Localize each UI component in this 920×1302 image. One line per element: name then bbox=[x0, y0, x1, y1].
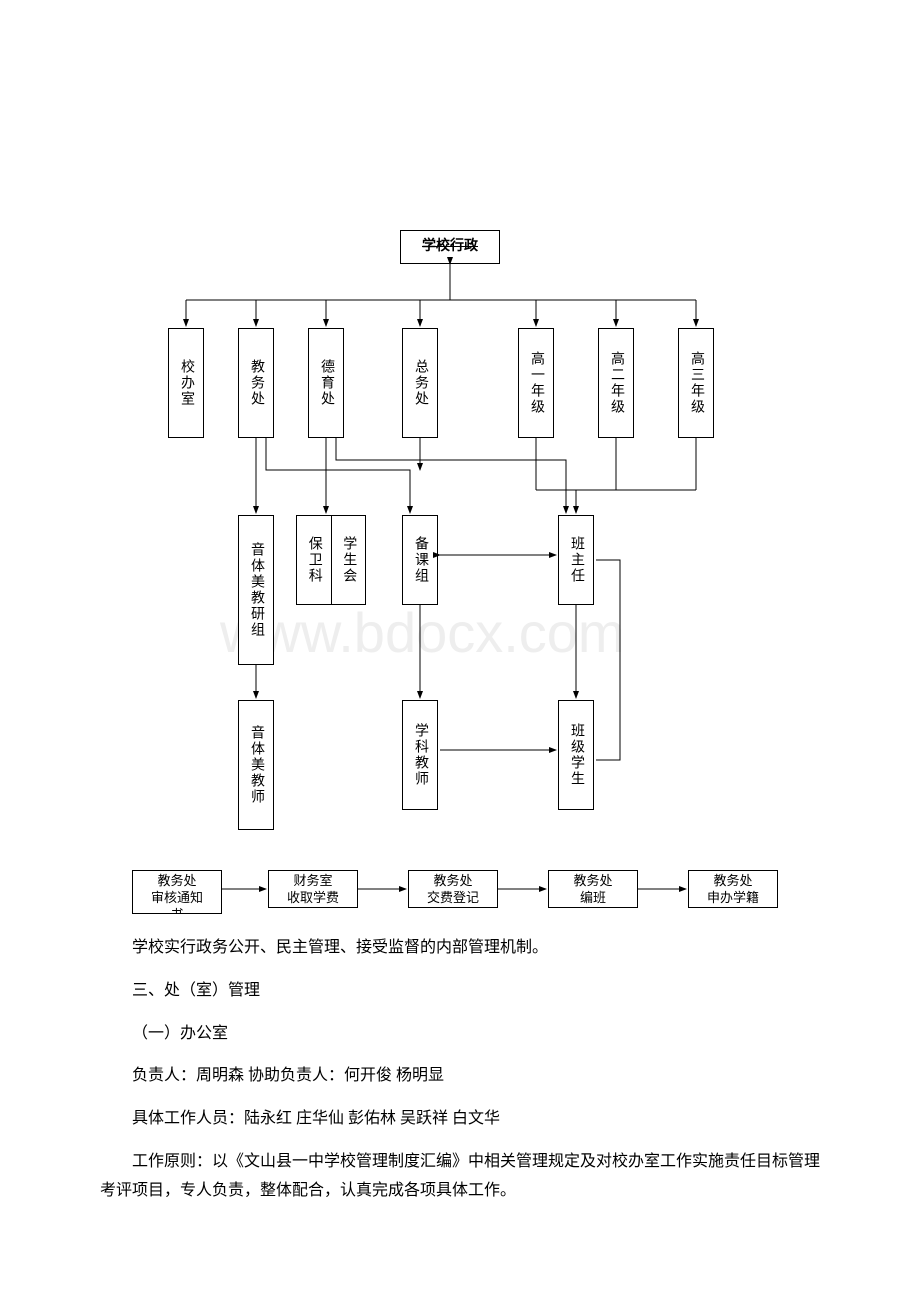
flow-2: 财务室 收取学费 bbox=[268, 870, 358, 908]
flow-3-l2: 交费登记 bbox=[413, 890, 493, 907]
node-g1: 高一年级 bbox=[518, 328, 554, 438]
label-bjxs: 班级学生 bbox=[566, 723, 586, 787]
node-xkjs: 学科教师 bbox=[402, 700, 438, 810]
label-xbs: 校办室 bbox=[176, 359, 196, 407]
para-1: 学校实行政务公开、民主管理、接受监督的内部管理机制。 bbox=[100, 934, 820, 963]
watermark: www.bdocx.com bbox=[220, 600, 625, 665]
node-bwk-xsh: 保卫科 学生会 bbox=[296, 515, 366, 605]
para-3: （一）办公室 bbox=[100, 1020, 820, 1049]
node-ytmjs: 音体美教师 bbox=[238, 700, 274, 830]
flow-5-l2: 申办学籍 bbox=[693, 890, 773, 907]
flow-2-l1: 财务室 bbox=[273, 873, 353, 890]
label-bwk: 保卫科 bbox=[304, 536, 324, 584]
flow-5: 教务处 申办学籍 bbox=[688, 870, 778, 908]
node-bjxs: 班级学生 bbox=[558, 700, 594, 810]
node-xbs: 校办室 bbox=[168, 328, 204, 438]
flow-1-l3: 书 bbox=[137, 907, 217, 914]
flow-3: 教务处 交费登记 bbox=[408, 870, 498, 908]
body-text: 学校实行政务公开、民主管理、接受监督的内部管理机制。 三、处（室）管理 （一）办… bbox=[0, 910, 920, 1260]
flow-4: 教务处 编班 bbox=[548, 870, 638, 908]
flow-1-l1: 教务处 bbox=[137, 873, 217, 890]
label-ytm: 音体美教研组 bbox=[246, 542, 266, 638]
para-5: 具体工作人员：陆永红 庄华仙 彭佑林 吴跃祥 白文华 bbox=[100, 1105, 820, 1134]
flow-5-l1: 教务处 bbox=[693, 873, 773, 890]
flow-4-l2: 编班 bbox=[553, 890, 633, 907]
label-jwc: 教务处 bbox=[246, 359, 266, 407]
node-g3: 高三年级 bbox=[678, 328, 714, 438]
flow-1-l2: 审核通知 bbox=[137, 890, 217, 907]
para-2: 三、处（室）管理 bbox=[100, 977, 820, 1006]
label-g1: 高一年级 bbox=[526, 351, 546, 415]
node-ytm: 音体美教研组 bbox=[238, 515, 274, 665]
label-bzr: 班主任 bbox=[566, 536, 586, 584]
label-xsh: 学生会 bbox=[338, 536, 358, 584]
label-zwc: 总务处 bbox=[410, 359, 430, 407]
node-g2: 高二年级 bbox=[598, 328, 634, 438]
flow-1: 教务处 审核通知 书 bbox=[132, 870, 222, 914]
label-bkz: 备课组 bbox=[410, 536, 430, 584]
node-jwc: 教务处 bbox=[238, 328, 274, 438]
para-6: 工作原则：以《文山县一中学校管理制度汇编》中相关管理规定及对校办室工作实施责任目… bbox=[100, 1148, 820, 1206]
flow-4-l1: 教务处 bbox=[553, 873, 633, 890]
label-xkjs: 学科教师 bbox=[410, 723, 430, 787]
flow-2-l2: 收取学费 bbox=[273, 890, 353, 907]
flow-3-l1: 教务处 bbox=[413, 873, 493, 890]
node-dyc: 德育处 bbox=[308, 328, 344, 438]
label-ytmjs: 音体美教师 bbox=[246, 725, 266, 805]
label-g3: 高三年级 bbox=[686, 351, 706, 415]
root-label: 学校行政 bbox=[422, 239, 478, 256]
para-4: 负责人：周明森 协助负责人：何开俊 杨明显 bbox=[100, 1062, 820, 1091]
node-zwc: 总务处 bbox=[402, 328, 438, 438]
org-chart: www.bdocx.com 学校行政 校办室 教务处 德育处 总务处 高一年级 … bbox=[0, 0, 920, 910]
node-bzr: 班主任 bbox=[558, 515, 594, 605]
label-dyc: 德育处 bbox=[316, 359, 336, 407]
label-g2: 高二年级 bbox=[606, 351, 626, 415]
node-root: 学校行政 bbox=[400, 230, 500, 264]
node-bkz: 备课组 bbox=[402, 515, 438, 605]
connectors bbox=[0, 0, 920, 910]
